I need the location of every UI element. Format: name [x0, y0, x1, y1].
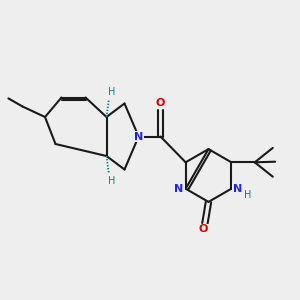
Text: H: H	[108, 176, 115, 186]
Text: O: O	[199, 224, 208, 235]
Text: O: O	[156, 98, 165, 108]
Text: N: N	[174, 184, 184, 194]
Text: H: H	[108, 87, 115, 98]
Text: N: N	[134, 131, 143, 142]
Text: N: N	[233, 184, 243, 194]
Text: H: H	[244, 190, 252, 200]
